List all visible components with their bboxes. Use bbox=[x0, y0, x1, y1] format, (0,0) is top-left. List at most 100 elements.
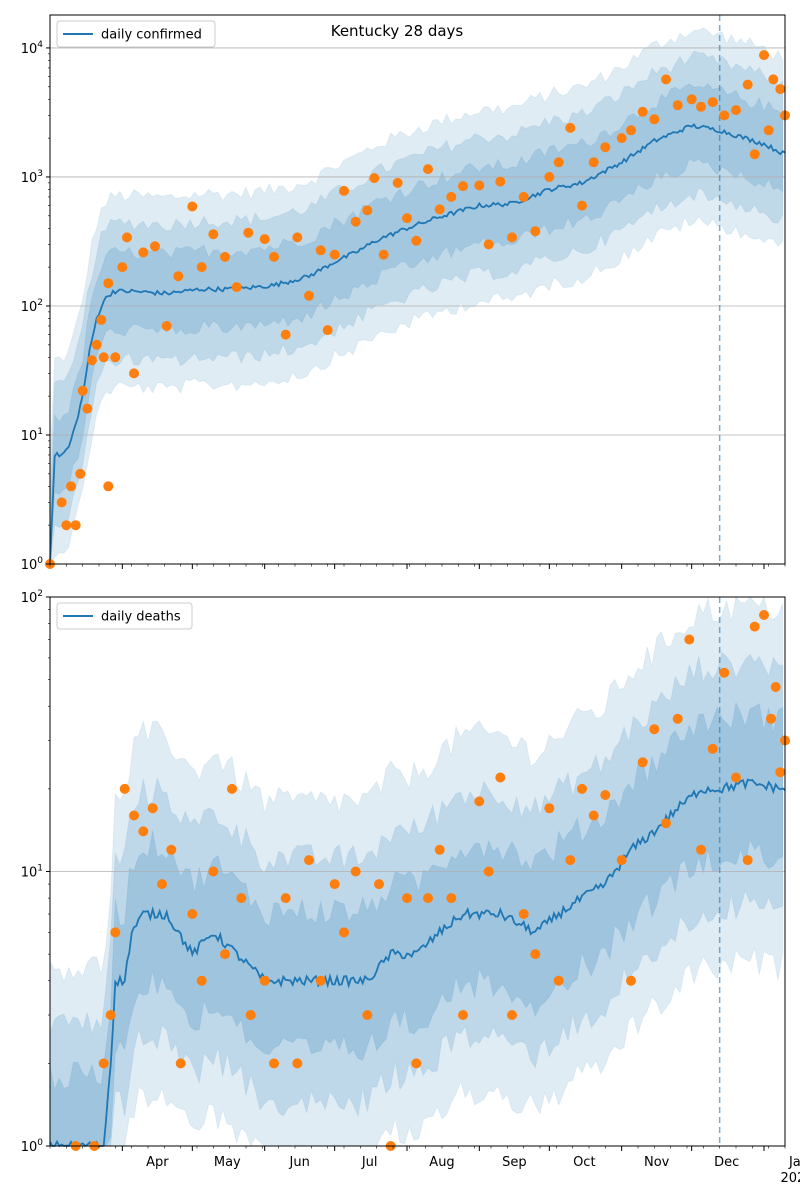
confirmed-observed-point bbox=[96, 314, 107, 325]
deaths-observed-point bbox=[227, 783, 237, 794]
confirmed-observed-point bbox=[280, 329, 291, 340]
confirmed-observed-point bbox=[150, 241, 160, 252]
confirmed-observed-point bbox=[446, 191, 457, 202]
confirmed-observed-point bbox=[98, 352, 109, 363]
confirmed-observed-point bbox=[243, 227, 254, 238]
confirmed-median-path bbox=[49, 123, 786, 565]
confirmed-observed-point bbox=[66, 481, 76, 492]
deaths-observed-point bbox=[565, 855, 576, 866]
deaths-observed-point bbox=[105, 1010, 116, 1020]
deaths-observed-point bbox=[577, 783, 587, 794]
deaths-observed-point bbox=[434, 844, 445, 855]
confirmed-observed-point bbox=[77, 385, 88, 396]
deaths-observed-point bbox=[759, 610, 769, 620]
confirmed-axes-frame bbox=[49, 14, 786, 565]
confirmed-observed-point bbox=[553, 157, 564, 168]
deaths-observed-point bbox=[138, 826, 149, 837]
confirmed-y-tick-exponent: 0 bbox=[37, 556, 43, 566]
deaths-observed-point bbox=[411, 1058, 422, 1069]
deaths-legend: daily deaths bbox=[56, 602, 193, 630]
confirmed-observed-point bbox=[138, 247, 149, 258]
confirmed-observed-point bbox=[61, 520, 72, 531]
confirmed-observed-point bbox=[637, 106, 648, 117]
deaths-band-2 bbox=[49, 701, 784, 1147]
confirmed-observed-point bbox=[187, 201, 198, 212]
deaths-x-tick-label: May bbox=[214, 1155, 241, 1170]
deaths-y-tick-exponent: 2 bbox=[37, 589, 43, 599]
confirmed-legend-box bbox=[56, 20, 216, 48]
confirmed-y-tick-exponent: 2 bbox=[37, 298, 43, 308]
deaths-observed-point bbox=[339, 927, 349, 938]
deaths-x-tick-label: Dec bbox=[714, 1155, 739, 1170]
confirmed-observed-point bbox=[731, 105, 741, 116]
deaths-observed-point bbox=[315, 975, 326, 986]
deaths-observed-point bbox=[495, 772, 506, 783]
deaths-observed-point bbox=[362, 1010, 373, 1020]
confirmed-observed-point bbox=[775, 84, 786, 95]
confirmed-observed-point bbox=[686, 94, 697, 105]
confirmed-observed-point bbox=[518, 191, 529, 202]
deaths-observed-point bbox=[518, 909, 529, 919]
deaths-legend-label: daily deaths bbox=[101, 610, 181, 625]
deaths-x-tick-label: Jun bbox=[289, 1155, 310, 1170]
deaths-band-1 bbox=[49, 651, 784, 1147]
deaths-observed-point bbox=[770, 682, 781, 692]
deaths-x-tick-label: Jul bbox=[361, 1155, 378, 1170]
confirmed-legend-label: daily confirmed bbox=[101, 28, 202, 43]
confirmed-observed-point bbox=[672, 100, 683, 111]
confirmed-observed-point bbox=[161, 321, 172, 331]
confirmed-observed-point bbox=[87, 355, 97, 366]
deaths-observed-point bbox=[616, 855, 627, 866]
confirmed-observed-point bbox=[749, 149, 760, 160]
deaths-observed-point bbox=[245, 1010, 256, 1020]
confirmed-gridlines bbox=[50, 47, 785, 436]
confirmed-observed-point bbox=[82, 403, 93, 414]
confirmed-observed-point bbox=[122, 232, 132, 243]
deaths-observed-point bbox=[329, 879, 340, 890]
confirmed-band-2 bbox=[49, 82, 784, 565]
confirmed-observed-point bbox=[588, 157, 599, 168]
confirmed-observed-point bbox=[103, 278, 114, 289]
deaths-observed-point bbox=[220, 949, 230, 960]
deaths-y-tick-exponent: 1 bbox=[37, 864, 43, 874]
deaths-observed-point bbox=[626, 975, 636, 986]
confirmed-observed-point bbox=[70, 520, 81, 531]
confirmed-observed-point bbox=[577, 200, 587, 211]
confirmed-observed-point bbox=[196, 262, 207, 273]
confirmed-y-tick-exponent: 3 bbox=[37, 169, 43, 179]
confirmed-observed-point bbox=[707, 97, 718, 108]
confirmed-x-axis bbox=[49, 564, 786, 569]
confirmed-observed-point bbox=[129, 368, 139, 379]
deaths-observed-point bbox=[775, 767, 786, 778]
confirmed-observed-point bbox=[339, 185, 349, 196]
confirmed-observed-point bbox=[423, 164, 433, 175]
confirmed-observed-point bbox=[220, 251, 230, 262]
deaths-observed-point bbox=[742, 855, 753, 866]
deaths-observed-point bbox=[423, 893, 433, 904]
confirmed-observed-point bbox=[696, 101, 706, 112]
confirmed-observed-point bbox=[208, 229, 219, 240]
confirmed-observed-point bbox=[392, 177, 403, 188]
deaths-observed-point bbox=[766, 713, 776, 724]
confirmed-observed-point bbox=[350, 216, 361, 227]
deaths-observed-point bbox=[129, 810, 139, 821]
confirmed-observed-point bbox=[719, 110, 730, 121]
confirmed-observed-point bbox=[530, 226, 541, 237]
deaths-observed-point bbox=[236, 893, 247, 904]
deaths-observed-point bbox=[588, 810, 599, 821]
confirmed-observed-point bbox=[304, 290, 314, 301]
deaths-x-axis: Apr May Jun Jul Aug Sep Oct Nov Dec Jan2021 bbox=[49, 1146, 800, 1186]
confirmed-observed-point bbox=[507, 232, 517, 243]
confirmed-observed-point bbox=[600, 142, 611, 153]
confirmed-observed-point bbox=[474, 180, 485, 191]
deaths-observed-point bbox=[119, 783, 130, 794]
deaths-observed-point bbox=[98, 1058, 109, 1069]
confirmed-observed-point bbox=[661, 74, 671, 85]
confirmed-observed-point bbox=[483, 239, 494, 250]
confirmed-observed-point bbox=[322, 325, 333, 336]
confirmed-observed-point bbox=[315, 245, 326, 256]
confirmed-observed-point bbox=[56, 497, 67, 508]
confirmed-observed-point bbox=[269, 251, 279, 262]
deaths-observed-point bbox=[304, 855, 314, 866]
deaths-observed-point bbox=[110, 927, 121, 938]
